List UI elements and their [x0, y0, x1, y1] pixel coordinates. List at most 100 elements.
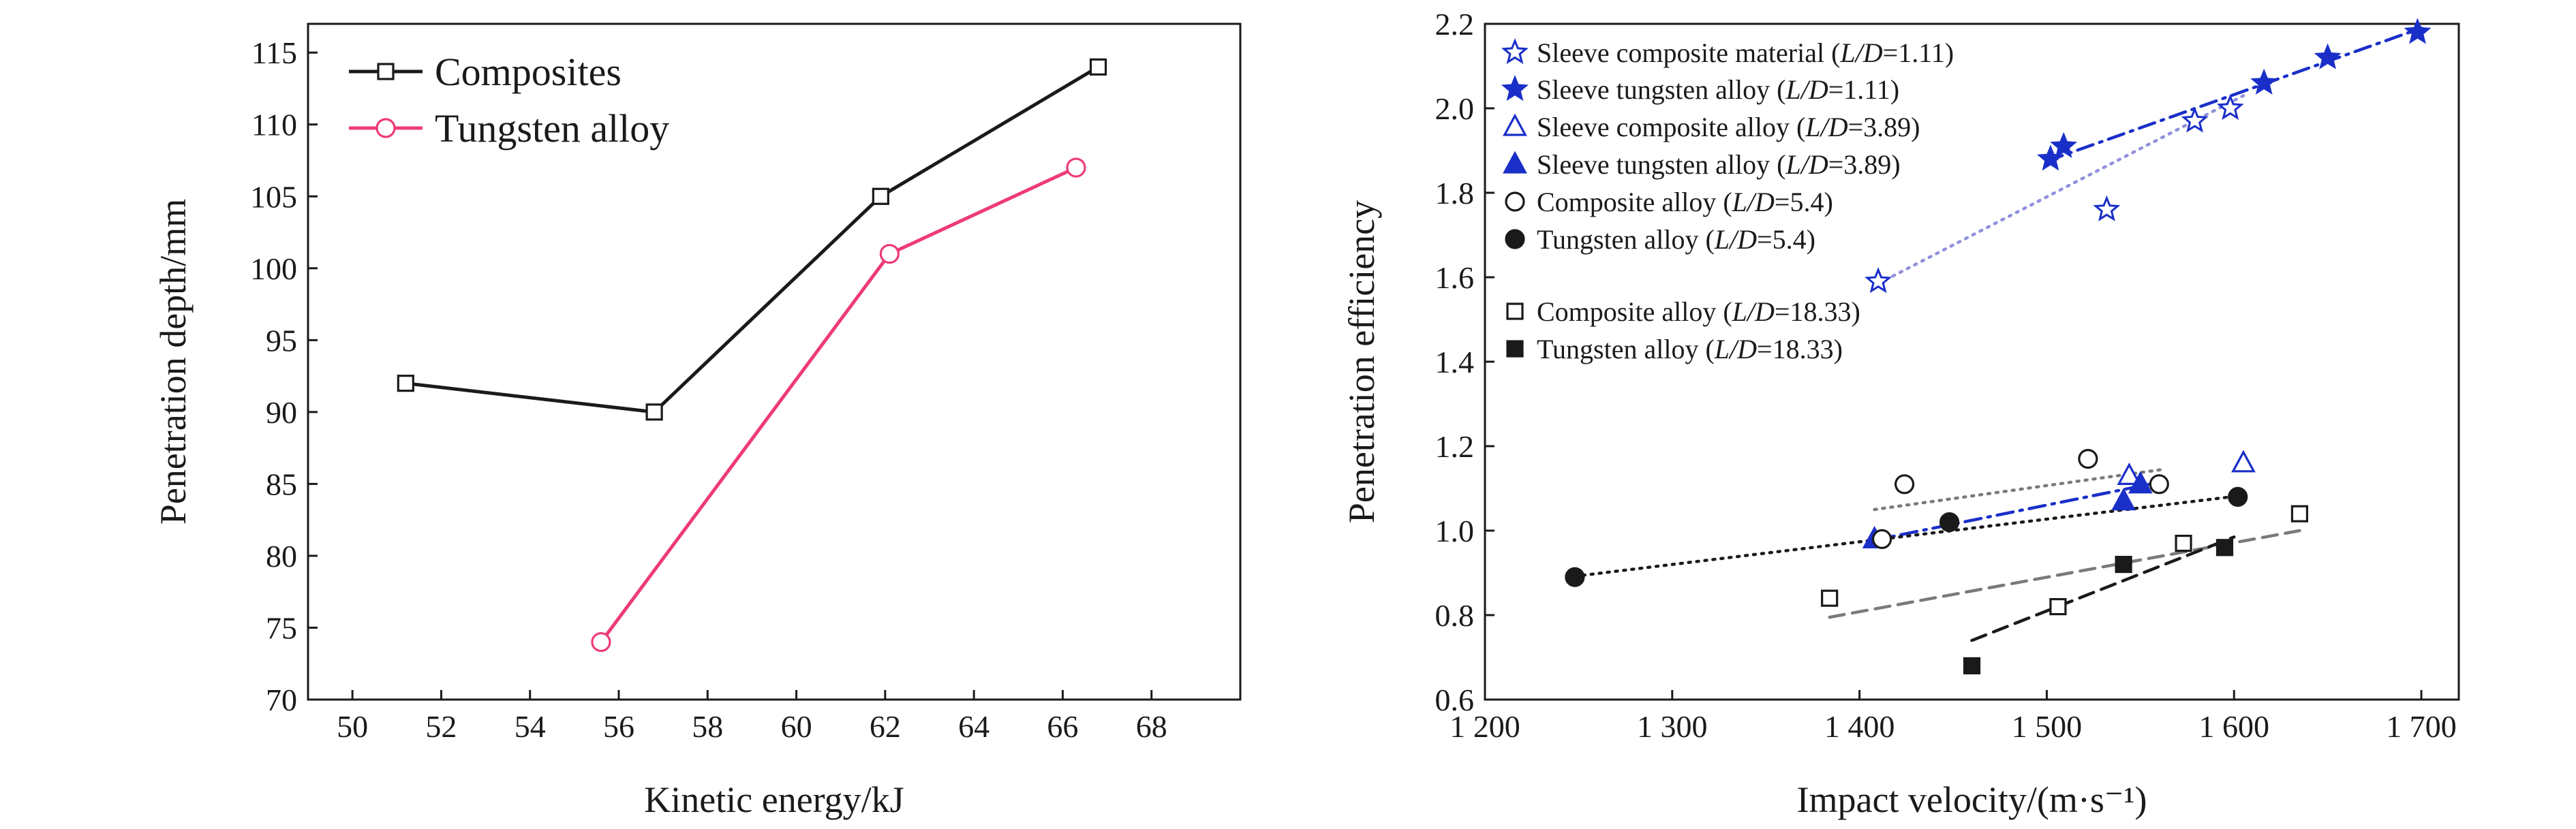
- right-legend-ld-value: =3.89): [1828, 149, 1901, 180]
- right-legend-marker: [1501, 74, 1529, 101]
- left-x-tick-label: 50: [337, 709, 368, 744]
- penetration-depth-chart: 50 52 54 56 58 60 62 64 66 68 70 75 80 85 90 95 100 105 11…: [153, 22, 1242, 820]
- left-x-tick-label: 52: [425, 709, 457, 744]
- right-data-point: [2290, 505, 2309, 522]
- right-data-point: [2128, 471, 2153, 494]
- left-plot-frame: [307, 22, 1242, 701]
- left-y-tick-label: 110: [251, 108, 297, 142]
- right-legend-ld-open: (: [1796, 112, 1805, 142]
- right-y-tick-label: 2.0: [1435, 91, 1475, 126]
- penetration-efficiency-chart: 1 200 1 300 1 400 1 500 1 600 1 700 0.6 0.8 1.0 1…: [1341, 7, 2460, 820]
- left-series-line-0: [405, 65, 1099, 414]
- right-legend-ld-italic: L/D: [1785, 74, 1828, 105]
- left-y-tick-label: 115: [251, 35, 297, 70]
- right-data-point: [2231, 450, 2256, 473]
- left-x-tick-label: 56: [603, 709, 634, 744]
- right-legend-ld-open: (: [1723, 187, 1732, 217]
- right-data-point: [1821, 589, 1839, 607]
- right-x-tick-label: 1 600: [2198, 709, 2269, 744]
- left-x-tick-label: 60: [781, 709, 812, 744]
- right-data-point: [2314, 43, 2342, 69]
- right-legend-series-name: Tungsten alloy: [1537, 224, 1705, 255]
- right-data-point: [2149, 474, 2169, 495]
- right-legend-marker: [1505, 191, 1525, 212]
- right-legend-ld-value: =1.11): [1883, 37, 1954, 68]
- right-data-point: [2216, 93, 2244, 121]
- right-legend-ld-value: =5.4): [1757, 224, 1815, 255]
- right-legend-marker: [1506, 302, 1524, 320]
- right-y-tick-label: 1.6: [1435, 260, 1475, 295]
- left-data-point: [1066, 157, 1086, 178]
- left-data-point: [879, 244, 900, 264]
- right-y-axis-label: Penetration efficiency: [1341, 200, 1382, 523]
- right-fit-line-0: [1876, 94, 2245, 285]
- right-fit-line-5: [1573, 494, 2239, 578]
- left-legend-label: Composites: [435, 50, 622, 94]
- right-legend-ld-italic: L/D: [1785, 149, 1828, 180]
- right-legend-ld-italic: L/D: [1732, 296, 1775, 327]
- right-y-tick-label: 1.4: [1435, 345, 1475, 379]
- left-x-axis-label: Kinetic energy/kJ: [644, 779, 904, 820]
- right-legend-marker: [1503, 151, 1527, 174]
- right-legend-ld-italic: L/D: [1805, 112, 1847, 142]
- left-y-tick-label: 100: [250, 251, 297, 286]
- left-data-point: [872, 187, 889, 205]
- right-y-tick-label: 1.0: [1435, 514, 1475, 548]
- right-legend-label: Composite alloy (L/D=18.33): [1537, 296, 1860, 327]
- left-x-tick-label: 68: [1136, 709, 1167, 744]
- right-legend-ld-value: =1.11): [1828, 74, 1899, 105]
- right-legend-ld-italic: L/D: [1714, 224, 1757, 255]
- right-legend-label: Sleeve tungsten alloy (L/D=3.89): [1537, 149, 1901, 180]
- right-legend-label: Sleeve composite alloy (L/D=3.89): [1537, 112, 1920, 142]
- right-data-point: [2049, 597, 2067, 616]
- right-y-tick-label: 2.2: [1435, 7, 1475, 42]
- right-x-tick-label: 1 400: [1824, 709, 1895, 744]
- right-y-tick-label: 0.8: [1435, 598, 1475, 633]
- right-data-point: [1939, 512, 1960, 533]
- right-data-point: [2111, 488, 2136, 511]
- right-data-point: [1565, 567, 1585, 587]
- right-data-point: [2404, 18, 2432, 44]
- right-data-point: [2078, 448, 2098, 469]
- right-data-point: [2181, 106, 2209, 133]
- right-legend-label: Tungsten alloy (L/D=5.4): [1537, 224, 1815, 255]
- right-legend-series-name: Sleeve tungsten alloy: [1537, 74, 1777, 105]
- right-x-tick-label: 1 200: [1450, 709, 1520, 744]
- right-data-point: [2115, 555, 2132, 574]
- right-data-point: [2215, 539, 2234, 557]
- left-y-tick-label: 75: [266, 610, 297, 645]
- left-x-tick-label: 64: [958, 709, 990, 744]
- right-legend-series-name: Sleeve composite alloy: [1537, 112, 1796, 142]
- right-legend-label: Sleeve composite material (L/D=1.11): [1537, 37, 1954, 68]
- right-legend-ld-italic: L/D: [1732, 187, 1775, 217]
- left-legend-label: Tungsten alloy: [435, 106, 669, 151]
- left-y-tick-label: 95: [266, 323, 297, 358]
- right-legend-ld-open: (: [1705, 334, 1714, 364]
- left-data-point: [591, 631, 611, 653]
- right-legend-label: Composite alloy (L/D=5.4): [1537, 187, 1833, 217]
- right-legend-ld-open: (: [1723, 296, 1732, 327]
- left-x-tick-label: 54: [515, 709, 546, 744]
- left-y-tick-label: 70: [266, 683, 297, 717]
- right-legend-marker: [1501, 37, 1529, 65]
- right-fit-line-7: [1970, 535, 2236, 642]
- right-y-tick-label: 1.2: [1435, 429, 1475, 464]
- right-legend-ld-value: =3.89): [1848, 112, 1920, 142]
- right-data-point: [1894, 474, 1915, 495]
- right-data-point: [2050, 131, 2078, 158]
- left-legend-marker: [375, 118, 396, 138]
- right-data-point: [2117, 463, 2142, 486]
- right-data-point: [1865, 267, 1892, 294]
- right-legend-ld-open: (: [1831, 37, 1840, 68]
- right-data-point: [2093, 195, 2121, 221]
- right-legend-series-name: Sleeve tungsten alloy: [1537, 149, 1777, 180]
- right-legend-marker: [1505, 229, 1525, 249]
- right-fit-line-1: [2045, 26, 2423, 163]
- left-y-tick-label: 80: [266, 539, 297, 574]
- right-y-tick-label: 0.6: [1435, 683, 1475, 717]
- right-fit-line-3: [1867, 482, 2151, 543]
- right-legend-ld-italic: L/D: [1714, 334, 1757, 364]
- right-legend-series-name: Composite alloy: [1537, 187, 1723, 217]
- right-y-tick-label: 1.8: [1435, 176, 1475, 210]
